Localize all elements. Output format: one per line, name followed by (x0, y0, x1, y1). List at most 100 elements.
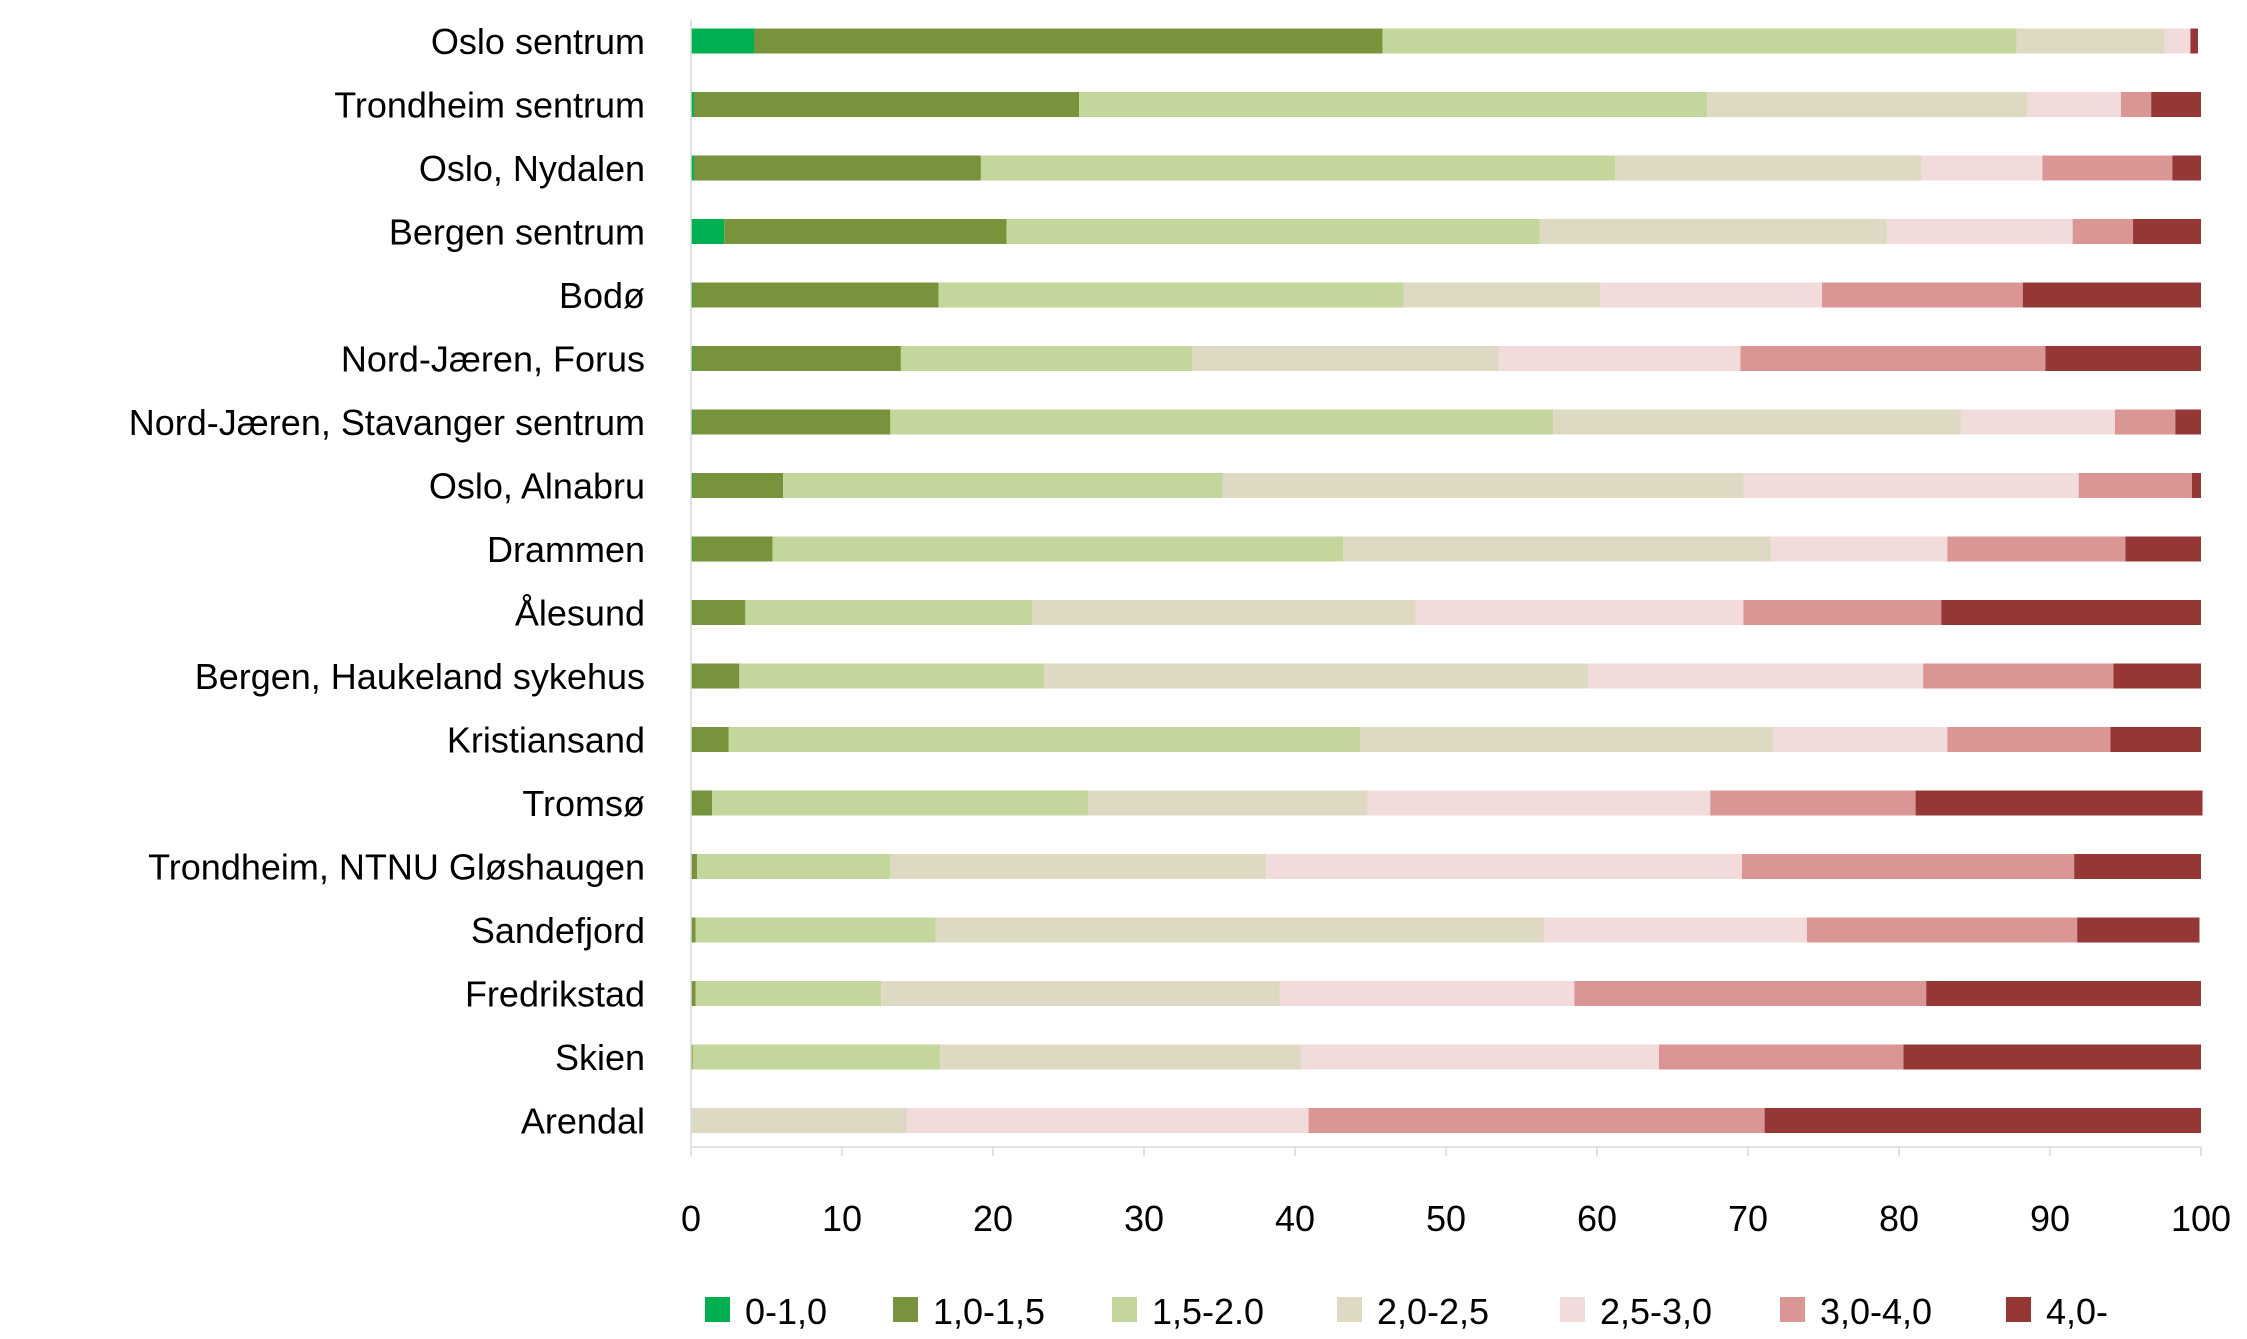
bar-segment (692, 346, 901, 371)
bar-segment (1741, 854, 2075, 879)
bar-segment (691, 28, 755, 54)
bar-segment (1553, 409, 1961, 435)
bar-segment (691, 917, 696, 943)
bar-segment (881, 981, 1280, 1006)
bar-segment (691, 854, 698, 879)
category-label: Nord-Jæren, Forus (341, 339, 645, 380)
bar-segment (712, 790, 1089, 816)
bar-segment (2022, 282, 2201, 308)
bar-segment (724, 219, 1007, 244)
bar-segment (694, 92, 1080, 117)
bar-segment (739, 663, 1045, 689)
bar-segment (1600, 282, 1822, 308)
bar-segment (1707, 92, 2028, 117)
x-tick-label: 10 (822, 1198, 862, 1239)
bar-segment (1308, 1108, 1765, 1133)
bar-segment (980, 155, 1616, 181)
category-label: Nord-Jæren, Stavanger sentrum (129, 402, 645, 443)
bar-segment (2125, 536, 2201, 562)
bar-segment (2078, 473, 2192, 498)
legend-swatch (705, 1297, 730, 1322)
bar-segment (1006, 219, 1540, 244)
bar-segment (1903, 1044, 2201, 1070)
category-label: Arendal (521, 1101, 645, 1142)
x-tick-label: 60 (1577, 1198, 1617, 1239)
x-tick-label: 20 (973, 1198, 1013, 1239)
category-label: Tromsø (522, 783, 645, 824)
bar-segment (1279, 981, 1575, 1006)
legend-swatch (1780, 1297, 1805, 1322)
bar-segment (1658, 1044, 1904, 1070)
bar-segment (1926, 981, 2201, 1006)
bar-segment (1921, 155, 2043, 181)
bar-segment (691, 727, 729, 752)
category-label: Fredrikstad (465, 974, 645, 1015)
bar-segment (692, 473, 784, 498)
bar-segment (2027, 92, 2121, 117)
bar-segment (754, 28, 1383, 54)
bar-segment (2175, 409, 2201, 435)
bar-segment (691, 473, 693, 498)
bar-segment (1301, 1044, 1659, 1070)
x-tick-label: 70 (1728, 1198, 1768, 1239)
bar-segment (1367, 790, 1711, 816)
category-label: Sandefjord (471, 910, 645, 951)
bar-segment (2072, 219, 2134, 244)
bar-segment (938, 282, 1404, 308)
legend-swatch (1112, 1297, 1137, 1322)
category-label: Ålesund (515, 593, 645, 634)
bar-segment (1806, 917, 2078, 943)
bar-segment (1947, 536, 2126, 562)
bar-segment (772, 536, 1344, 562)
bar-segment (2074, 854, 2201, 879)
bar-segment (1222, 473, 1744, 498)
bar-segment (691, 92, 695, 117)
bar-segment (695, 981, 882, 1006)
bar-segment (691, 600, 746, 625)
bar-segment (2133, 219, 2201, 244)
bar-segment (2172, 155, 2201, 181)
bar-segment (691, 155, 695, 181)
bar-segment (692, 536, 773, 562)
bar-segment (1539, 219, 1887, 244)
bar-segment (745, 600, 1033, 625)
category-label: Bergen sentrum (389, 212, 645, 253)
bar-segment (1498, 346, 1741, 371)
x-tick-label: 50 (1426, 1198, 1466, 1239)
x-tick-label: 0 (681, 1198, 701, 1239)
bar-segment (935, 917, 1545, 943)
x-tick-label: 30 (1124, 1198, 1164, 1239)
bar-segment (1941, 600, 2201, 625)
x-tick-label: 100 (2171, 1198, 2231, 1239)
category-label: Oslo, Nydalen (419, 148, 645, 189)
bar-segment (1770, 536, 1948, 562)
category-label: Trondheim sentrum (334, 85, 645, 126)
bar-segment (890, 854, 1267, 879)
bar-segment (691, 1108, 907, 1133)
bar-segment (1403, 282, 1601, 308)
bar-segment (691, 219, 725, 244)
x-tick-label: 90 (2030, 1198, 2070, 1239)
legend-label: 1,5-2.0 (1152, 1291, 1264, 1332)
category-label: Drammen (487, 529, 645, 570)
bar-segment (1079, 92, 1708, 117)
legend-label: 4,0- (2046, 1291, 2108, 1332)
bar-segment (1743, 473, 2079, 498)
bar-segment (692, 409, 891, 435)
bar-segment (691, 282, 693, 308)
legend-swatch (1560, 1297, 1585, 1322)
bar-segment (2113, 663, 2201, 689)
bar-segment (691, 981, 696, 1006)
bar-segment (1773, 727, 1948, 752)
bar-segment (1821, 282, 2023, 308)
bar-segment (890, 409, 1554, 435)
bar-segment (1032, 600, 1416, 625)
bar-segment (1266, 854, 1742, 879)
bar-segment (691, 790, 713, 816)
bar-segment (1088, 790, 1368, 816)
bar-segment (1544, 917, 1807, 943)
bar-segment (691, 346, 693, 371)
bar-segment (1764, 1108, 2201, 1133)
